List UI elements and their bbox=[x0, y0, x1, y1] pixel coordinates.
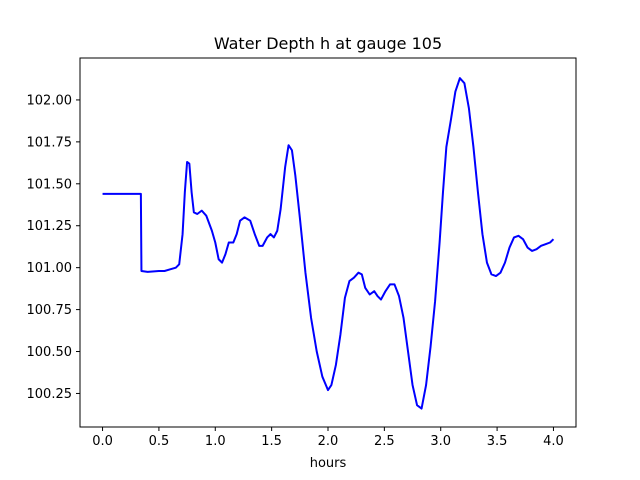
x-tick-label: 0.0 bbox=[92, 434, 113, 449]
series-line-0 bbox=[102, 77, 555, 410]
x-tick-label: 1.0 bbox=[205, 434, 226, 449]
x-tick-label: 4.0 bbox=[543, 434, 564, 449]
x-tick-label: 3.5 bbox=[487, 434, 508, 449]
y-tick-label: 101.75 bbox=[27, 135, 73, 150]
x-axis-label: hours bbox=[310, 456, 347, 471]
x-tick-label: 0.5 bbox=[149, 434, 170, 449]
chart-title: Water Depth h at gauge 105 bbox=[214, 34, 442, 53]
x-tick-label: 2.5 bbox=[374, 434, 395, 449]
y-tick-label: 101.25 bbox=[27, 219, 73, 234]
y-tick-label: 100.50 bbox=[27, 345, 73, 360]
y-tick-label: 102.00 bbox=[27, 93, 73, 108]
y-tick-label: 101.50 bbox=[27, 177, 73, 192]
plot-area: 0.0 0.5 1.0 1.5 2.0 2.5 3.0 3.5 4.0 100.25 100.50 1… bbox=[27, 57, 577, 449]
y-tick-label: 100.25 bbox=[27, 387, 73, 402]
x-tick-label: 2.0 bbox=[318, 434, 339, 449]
x-tick-label: 1.5 bbox=[261, 434, 282, 449]
y-tick-label: 100.75 bbox=[27, 303, 73, 318]
x-tick-label: 3.0 bbox=[430, 434, 451, 449]
y-tick-label: 101.00 bbox=[27, 261, 73, 276]
